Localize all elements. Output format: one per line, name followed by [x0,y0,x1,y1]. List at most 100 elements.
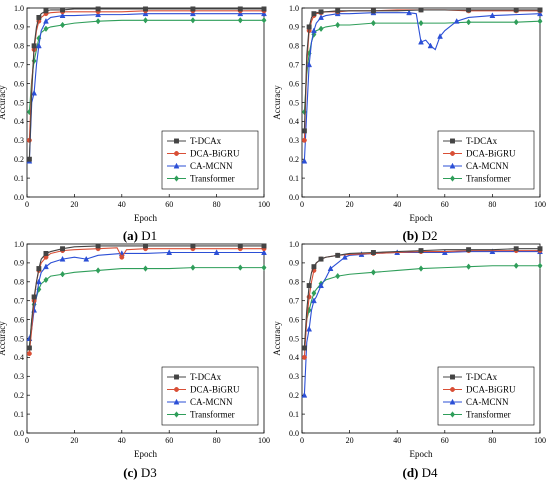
panel-caption: (a) D1 [123,228,157,243]
data-point [35,278,42,285]
x-tick-label: 40 [393,436,401,445]
data-point [43,8,49,14]
legend-label: CA-MCNN [190,161,233,171]
data-point [95,18,101,25]
chart-panel-4: 0.0 0.1 0.2 0.3 0.4 0.5 0.6 0.7 0.8 0.9 1.0 0 20 40 60… [272,240,546,480]
legend-marker [449,162,456,169]
data-point [36,266,42,272]
legend-label: DCA-BiGRU [190,149,240,159]
x-axis-label: Epoch [134,213,157,223]
data-point [60,7,65,13]
legend-marker [450,151,455,156]
data-point [43,25,49,32]
series-line-t-dcax [28,245,264,348]
data-point [513,7,519,13]
data-point [437,33,443,39]
legend-label: Transformer [190,174,235,184]
legend-marker [173,175,180,182]
data-point [537,10,543,17]
data-point [237,10,244,17]
y-tick-label: 0.6 [14,79,24,88]
data-point [59,12,66,19]
data-point [370,19,376,27]
data-point [427,42,434,49]
data-point [311,11,317,17]
series-line-transformer [28,267,264,348]
legend-marker [174,374,179,380]
data-point [43,251,49,256]
data-point [60,271,66,278]
x-tick-label: 40 [118,436,126,445]
data-point [237,264,243,271]
legend-marker [173,411,180,418]
legend-label: Transformer [466,410,511,420]
legend-label: Transformer [466,174,511,184]
data-point [441,249,448,255]
data-point [341,253,348,260]
data-point [95,11,102,18]
data-point [119,254,125,260]
panel-caption: (c) D3 [123,465,157,480]
data-point [406,9,413,16]
data-point [31,57,37,65]
x-tick-label: 80 [213,200,221,209]
y-tick-label: 0.7 [14,297,24,306]
y-tick-label: 0.5 [14,98,24,107]
data-point [261,243,267,249]
data-point [370,8,376,14]
data-point [189,10,196,17]
legend-marker [174,151,179,156]
y-tick-label: 0.4 [14,353,24,362]
y-tick-label: 0.4 [289,353,299,362]
x-tick-label: 60 [165,436,173,445]
legend-label: T-DCAx [466,372,498,382]
x-tick-label: 20 [70,436,78,445]
legend-marker [449,175,456,182]
y-tick-label: 0.9 [14,23,24,32]
data-point [370,250,376,255]
series-line-dca-bigru [28,10,264,141]
data-point [418,265,424,272]
data-point [261,10,267,17]
series-line-dca-bigru [28,247,264,354]
series-line-t-dcax [303,9,540,131]
y-tick-label: 0.0 [14,193,24,202]
data-point [537,246,543,252]
y-tick-label: 0.7 [14,61,24,70]
legend-marker [173,162,180,169]
data-point [310,297,317,304]
y-tick-label: 1.0 [289,240,299,249]
legend-marker [450,387,455,392]
y-tick-label: 0.3 [289,372,299,381]
x-tick-label: 60 [441,436,449,445]
data-point [335,272,341,280]
y-tick-label: 0.5 [289,334,299,343]
y-tick-label: 0.2 [289,391,299,400]
data-point [306,61,313,68]
series-line-dca-bigru [303,9,540,141]
data-point [301,157,308,164]
y-tick-label: 0.6 [289,315,299,324]
x-tick-label: 80 [488,436,496,445]
y-tick-label: 0.8 [14,42,24,51]
series-line-t-dcax [303,248,540,348]
data-point [306,24,312,30]
y-tick-label: 0.1 [289,174,299,183]
data-point [31,43,37,49]
data-point [301,345,307,351]
data-point [43,276,49,284]
legend: T-DCAx DCA-BiGRU CA-MCNN Transformer [437,366,535,426]
caption-dataset: D3 [138,465,157,480]
legend-marker [173,398,180,405]
data-point [261,17,267,24]
data-point [43,17,49,24]
y-tick-label: 0.0 [289,193,299,202]
x-tick-label: 60 [165,200,173,209]
y-tick-label: 0.1 [14,174,24,183]
data-point [142,265,149,272]
data-point [26,137,32,143]
y-tick-label: 0.4 [289,117,299,126]
data-point [95,243,101,249]
legend-label: DCA-BiGRU [466,385,516,395]
data-point [453,17,460,24]
